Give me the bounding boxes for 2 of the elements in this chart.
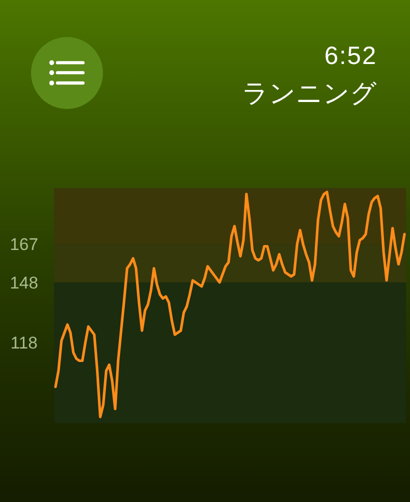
annotation: 6:52 [324,42,377,70]
title: ランニング [242,78,377,108]
